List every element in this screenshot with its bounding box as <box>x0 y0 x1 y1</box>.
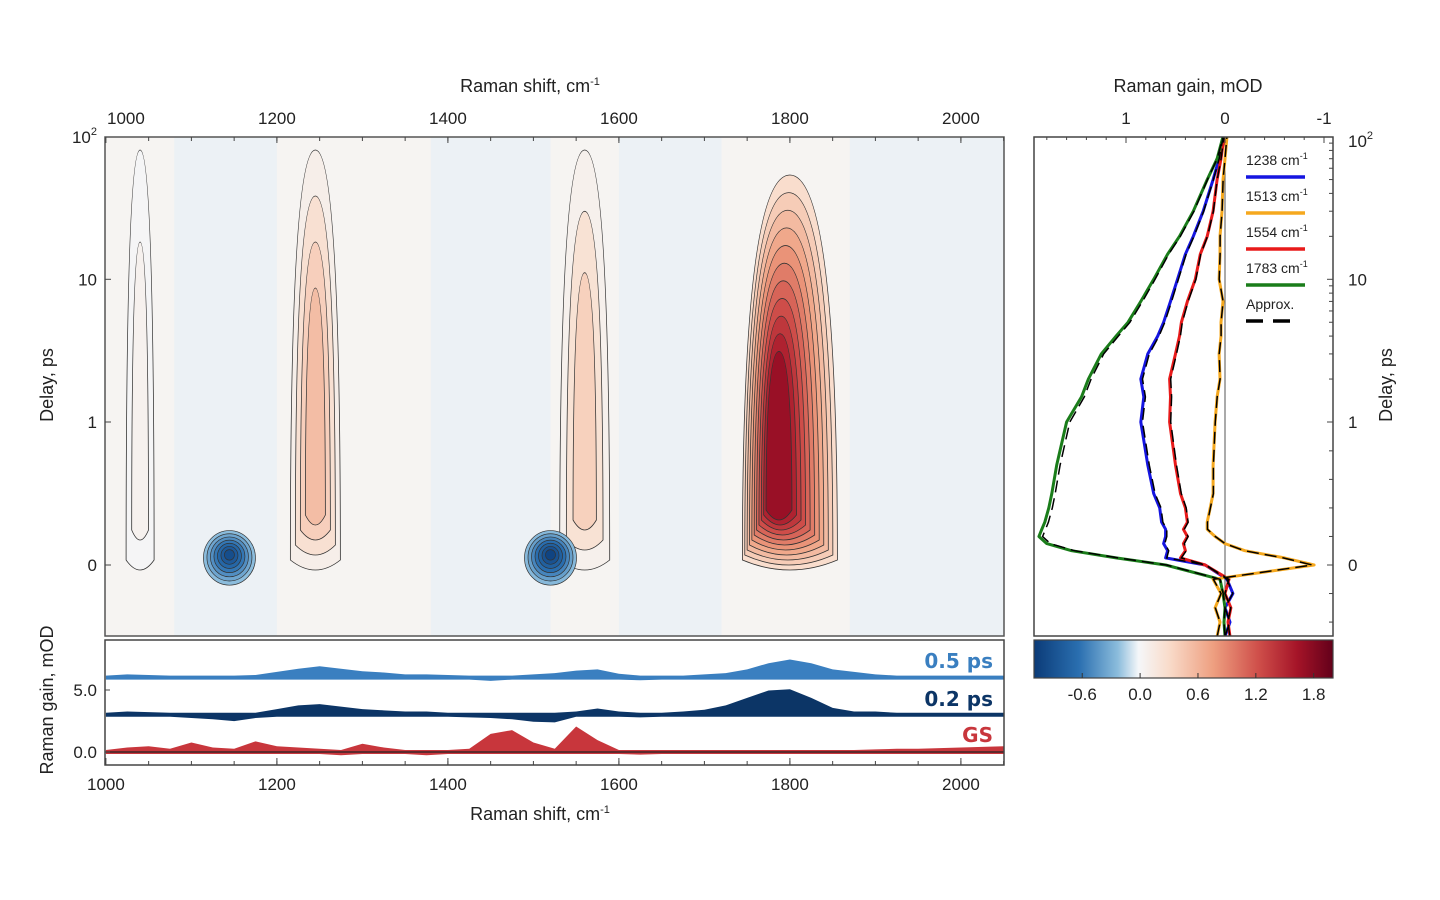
kinetics-x-tick-label: 1 <box>1121 109 1130 128</box>
kinetics-y-tick-base: 10 <box>1348 132 1367 151</box>
legend-label-sup: -1 <box>1300 259 1308 269</box>
legend-label-text: Approx. <box>1246 296 1294 312</box>
colorbar-tick-label: -0.6 <box>1068 685 1097 704</box>
legend-label: 1238 cm-1 <box>1246 151 1308 168</box>
spectra-x-tick-label: 1400 <box>429 775 467 794</box>
heatmap-x-tick-label: 1200 <box>258 109 296 128</box>
heatmap-x-axis-title: Raman shift, cm-1 <box>460 76 600 96</box>
legend-label-sup: -1 <box>1300 187 1308 197</box>
kinetics-series <box>1037 137 1316 636</box>
spectrum-series-label: GS <box>962 723 993 747</box>
heatmap-y-tick-label: 0 <box>88 556 97 575</box>
heatmap-contour <box>131 241 149 541</box>
colorbar-tick-label: 0.0 <box>1128 685 1152 704</box>
heatmap-y-tick-label-top: 102 <box>72 126 97 147</box>
kinetics-y-tick-label: 0 <box>1348 556 1357 575</box>
heatmap-contour <box>304 287 326 526</box>
heatmap-y-tick-exp: 2 <box>91 126 97 138</box>
spectrum-series-label: 0.2 ps <box>924 687 993 711</box>
heatmap-contour <box>572 272 597 531</box>
kinetics-x-tick-label: 0 <box>1220 109 1229 128</box>
heatmap-x-ticks: 1000 1200 1400 1600 1800 2000 <box>105 109 1005 143</box>
legend-label-text: 1554 cm <box>1246 224 1300 240</box>
heatmap-frame <box>104 136 1005 637</box>
kinetics-y-axis-title: Delay, ps <box>1376 348 1396 422</box>
kinetics-approx-line <box>1041 137 1226 636</box>
heatmap-x-tick-label: 1800 <box>771 109 809 128</box>
kinetics-y-tick-label-top: 102 <box>1348 130 1373 151</box>
heatmap-contour <box>765 350 793 521</box>
legend-label-sup: -1 <box>1300 223 1308 233</box>
spectra-y-axis-title: Raman gain, mOD <box>37 625 57 774</box>
kinetics-x-ticks: 1 0 -1 <box>1046 109 1332 143</box>
spectra-frame <box>104 639 1005 766</box>
heatmap-contour <box>545 549 556 561</box>
spectra-x-axis-title: Raman shift, cm-1 <box>470 804 610 824</box>
spectra-x-tick-label: 1600 <box>600 775 638 794</box>
heatmap-x-tick-label: 1400 <box>429 109 467 128</box>
spectra-y-tick-label: 5.0 <box>73 681 97 700</box>
spectrum-area-1 <box>105 689 1004 723</box>
legend-label: Approx. <box>1246 296 1294 312</box>
spectra-x-tick-label: 2000 <box>942 775 980 794</box>
spectra-background <box>105 640 1004 765</box>
kinetics-frame <box>1033 136 1334 637</box>
heatmap-y-tick-label: 1 <box>88 413 97 432</box>
heatmap-y-axis-title: Delay, ps <box>37 348 57 422</box>
spectra-series <box>105 659 1004 756</box>
colorbar-tick-label: 1.8 <box>1302 685 1326 704</box>
legend-label-sup: -1 <box>1300 151 1308 161</box>
colorbar-ticks: -0.6 0.0 0.6 1.2 1.8 <box>1068 673 1326 704</box>
spectra-series-labels: 0.5 ps 0.2 ps GS <box>924 649 993 747</box>
legend-label-text: 1783 cm <box>1246 260 1300 276</box>
spectra-x-tick-label: 1200 <box>258 775 296 794</box>
kinetics-approx-line <box>1206 137 1313 636</box>
colorbar-tick-label: 1.2 <box>1244 685 1268 704</box>
legend-label: 1554 cm-1 <box>1246 223 1308 240</box>
heatmap-contour <box>224 549 235 561</box>
spectra-x-tick-label: 1000 <box>87 775 125 794</box>
heatmap-blue-band <box>618 137 722 636</box>
spectra-x-ticks: 1000 1200 1400 1600 1800 2000 <box>87 758 1005 794</box>
heatmap-features <box>125 137 1004 636</box>
heatmap-x-tick-label: 1000 <box>107 109 145 128</box>
heatmap-x-tick-label: 1600 <box>600 109 638 128</box>
heatmap-y-tick-label: 10 <box>78 270 97 289</box>
heatmap-y-tick-base: 10 <box>72 128 91 147</box>
spectra-x-tick-label: 1800 <box>771 775 809 794</box>
spectrum-area-0 <box>105 659 1004 681</box>
colorbar-tick-label: 0.6 <box>1186 685 1210 704</box>
heatmap-blue-band <box>849 137 1004 636</box>
spectra-panel: 1000 1200 1400 1600 1800 2000 0.05.0 0.5 ps0.… <box>37 625 1005 824</box>
kinetics-y-tick-label: 10 <box>1348 270 1367 289</box>
spectrum-series-label: 0.5 ps <box>924 649 993 673</box>
legend-label-text: 1238 cm <box>1246 152 1300 168</box>
heatmap-x-tick-label: 2000 <box>942 109 980 128</box>
spectra-y-tick-label: 0.0 <box>73 743 97 762</box>
legend-label: 1783 cm-1 <box>1246 259 1308 276</box>
kinetics-approx-line <box>1169 137 1232 636</box>
colorbar-gradient <box>1033 639 1334 679</box>
kinetics-x-axis-title: Raman gain, mOD <box>1113 76 1262 96</box>
legend-label: 1513 cm-1 <box>1246 187 1308 204</box>
colorbar: -0.6 0.0 0.6 1.2 1.8 <box>1033 639 1334 704</box>
kinetics-x-tick-label: -1 <box>1316 109 1331 128</box>
kinetics-y-tick-label: 1 <box>1348 413 1357 432</box>
kinetics-y-tick-exp: 2 <box>1367 130 1373 142</box>
spectra-y-ticks: 0.0 5.0 <box>73 681 110 762</box>
legend-label-text: 1513 cm <box>1246 188 1300 204</box>
